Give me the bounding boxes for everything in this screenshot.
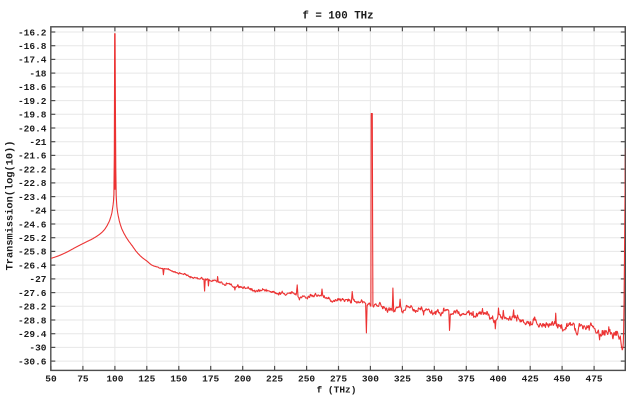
- svg-text:-28.8: -28.8: [18, 315, 47, 326]
- svg-text:375: 375: [458, 374, 475, 385]
- svg-text:175: 175: [202, 374, 219, 385]
- svg-text:225: 225: [266, 374, 283, 385]
- svg-text:250: 250: [298, 374, 315, 385]
- svg-text:-28.2: -28.2: [18, 302, 47, 313]
- svg-text:425: 425: [522, 374, 539, 385]
- svg-text:-25.2: -25.2: [18, 233, 47, 244]
- svg-text:-27: -27: [29, 274, 46, 285]
- svg-text:Transmission(log(10)): Transmission(log(10)): [5, 141, 17, 271]
- svg-text:-16.2: -16.2: [18, 27, 47, 38]
- svg-text:-19.8: -19.8: [18, 110, 47, 121]
- svg-text:-21.6: -21.6: [18, 151, 47, 162]
- svg-text:-16.8: -16.8: [18, 41, 47, 52]
- svg-text:100: 100: [106, 374, 123, 385]
- svg-text:-27.6: -27.6: [18, 288, 47, 299]
- svg-text:-18.6: -18.6: [18, 82, 47, 93]
- svg-text:-22.2: -22.2: [18, 164, 47, 175]
- svg-text:275: 275: [330, 374, 347, 385]
- svg-text:-30: -30: [29, 343, 46, 354]
- svg-text:200: 200: [234, 374, 251, 385]
- svg-text:-29.4: -29.4: [18, 329, 47, 340]
- svg-text:-19.2: -19.2: [18, 96, 47, 107]
- svg-text:400: 400: [490, 374, 507, 385]
- svg-text:-26.4: -26.4: [18, 260, 47, 271]
- svg-text:50: 50: [45, 374, 57, 385]
- svg-text:-23.4: -23.4: [18, 192, 47, 203]
- svg-text:325: 325: [394, 374, 411, 385]
- svg-text:-18: -18: [29, 68, 46, 79]
- svg-text:300: 300: [362, 374, 379, 385]
- svg-text:-24: -24: [29, 206, 46, 217]
- svg-text:150: 150: [170, 374, 187, 385]
- svg-text:475: 475: [586, 374, 603, 385]
- svg-text:f (THz): f (THz): [317, 385, 357, 396]
- svg-text:-24.6: -24.6: [18, 219, 47, 230]
- svg-text:-30.6: -30.6: [18, 356, 47, 367]
- svg-text:-25.8: -25.8: [18, 247, 47, 258]
- svg-text:f = 100 THz: f = 100 THz: [302, 11, 373, 23]
- svg-text:-17.4: -17.4: [18, 55, 47, 66]
- svg-text:75: 75: [77, 374, 89, 385]
- svg-text:-22.8: -22.8: [18, 178, 47, 189]
- svg-text:-21: -21: [29, 137, 46, 148]
- svg-text:450: 450: [554, 374, 571, 385]
- svg-text:350: 350: [426, 374, 443, 385]
- svg-text:125: 125: [138, 374, 155, 385]
- svg-text:-20.4: -20.4: [18, 123, 47, 134]
